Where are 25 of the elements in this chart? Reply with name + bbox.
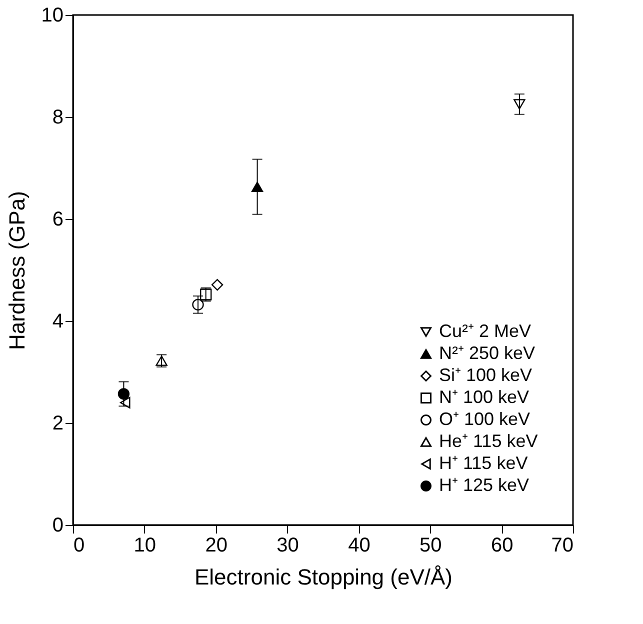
x-axis-title: Electronic Stopping (eV/Å) [194,564,453,590]
point [211,278,224,291]
x-tick-label: 70 [551,534,574,556]
y-tick-label: 4 [52,310,64,332]
y-tick-label: 6 [52,208,64,230]
legend-label: H⁺ 125 keV [439,475,530,495]
legend-label: Cu²⁺ 2 MeV [439,321,532,341]
y-tick-label: 0 [52,514,64,536]
x-tick-label: 40 [348,534,370,556]
legend-label: O⁺ 100 keV [439,409,530,429]
y-axis-title: Hardness (GPa) [4,191,30,350]
y-tick-label: 2 [52,412,64,434]
y-tick-label: 8 [52,106,64,128]
legend-label: N²⁺ 250 keV [439,343,536,363]
legend-label: N⁺ 100 keV [439,387,530,407]
legend-label: Si⁺ 100 keV [439,365,532,385]
y-tick-label: 10 [41,4,64,26]
x-tick-label: 30 [276,534,299,556]
x-tick-label: 60 [490,534,514,556]
x-tick-label: 0 [74,534,85,556]
legend-label: He⁺ 115 keV [439,431,538,451]
legend-label: H⁺ 115 keV [439,453,528,473]
x-tick-label: 10 [134,534,156,556]
x-tick-label: 50 [420,534,442,556]
x-tick-label: 20 [205,534,228,556]
